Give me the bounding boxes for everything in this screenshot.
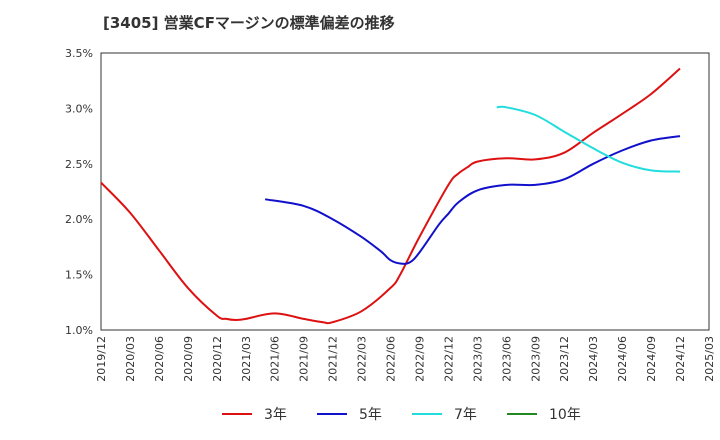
x-tick-label: 2023/12: [558, 336, 571, 382]
x-tick-label: 2020/06: [153, 336, 166, 382]
x-tick-label: 2023/06: [500, 336, 513, 382]
x-tick-label: 2021/09: [298, 336, 311, 382]
x-tick-label: 2023/03: [471, 336, 484, 382]
legend: 3年 5年 7年 10年: [222, 407, 581, 423]
y-tick-label: 1.0%: [65, 324, 93, 337]
plot-border: [100, 52, 710, 331]
x-tick-label: 2023/09: [529, 336, 542, 382]
y-tick-label: 3.5%: [65, 47, 93, 60]
legend-label: 10年: [549, 407, 581, 423]
x-tick-label: 2022/12: [442, 336, 455, 382]
plot-background: [101, 53, 709, 330]
legend-label: 5年: [359, 407, 382, 423]
x-tick-label: 2019/12: [95, 336, 108, 382]
x-tick-label: 2021/06: [269, 336, 282, 382]
x-axis: 2019/12 2020/03 2020/06 2020/09 2020/12 2021/…: [95, 336, 716, 382]
x-tick-label: 2020/03: [124, 336, 137, 382]
x-tick-label: 2024/09: [645, 336, 658, 382]
y-axis: 3.5% 3.0% 2.5% 2.0% 1.5% 1.0%: [65, 47, 93, 337]
x-tick-label: 2024/06: [616, 336, 629, 382]
x-tick-label: 2020/09: [182, 336, 195, 382]
legend-label: 7年: [454, 407, 477, 423]
y-tick-label: 2.0%: [65, 213, 93, 226]
series-layer: [100, 67, 681, 325]
x-tick-label: 2022/03: [356, 336, 369, 382]
legend-label: 3年: [264, 407, 287, 423]
chart-title: [3405] 営業CFマージンの標準偏差の推移: [103, 14, 395, 32]
y-tick-label: 3.0%: [65, 102, 93, 115]
y-tick-label: 2.5%: [65, 158, 93, 171]
x-tick-label: 2021/12: [327, 336, 340, 382]
x-tick-label: 2022/09: [413, 336, 426, 382]
series-line-3: [496, 105, 681, 173]
x-tick-label: 2025/03: [703, 336, 716, 382]
y-tick-label: 1.5%: [65, 269, 93, 282]
x-tick-label: 2024/03: [587, 336, 600, 382]
x-tick-label: 2021/03: [240, 336, 253, 382]
series-line-2: [264, 135, 681, 265]
x-tick-label: 2022/06: [385, 336, 398, 382]
plot-area: [100, 52, 710, 331]
x-tick-label: 2020/12: [211, 336, 224, 382]
series-line-1: [100, 67, 681, 325]
x-tick-label: 2024/12: [674, 336, 687, 382]
